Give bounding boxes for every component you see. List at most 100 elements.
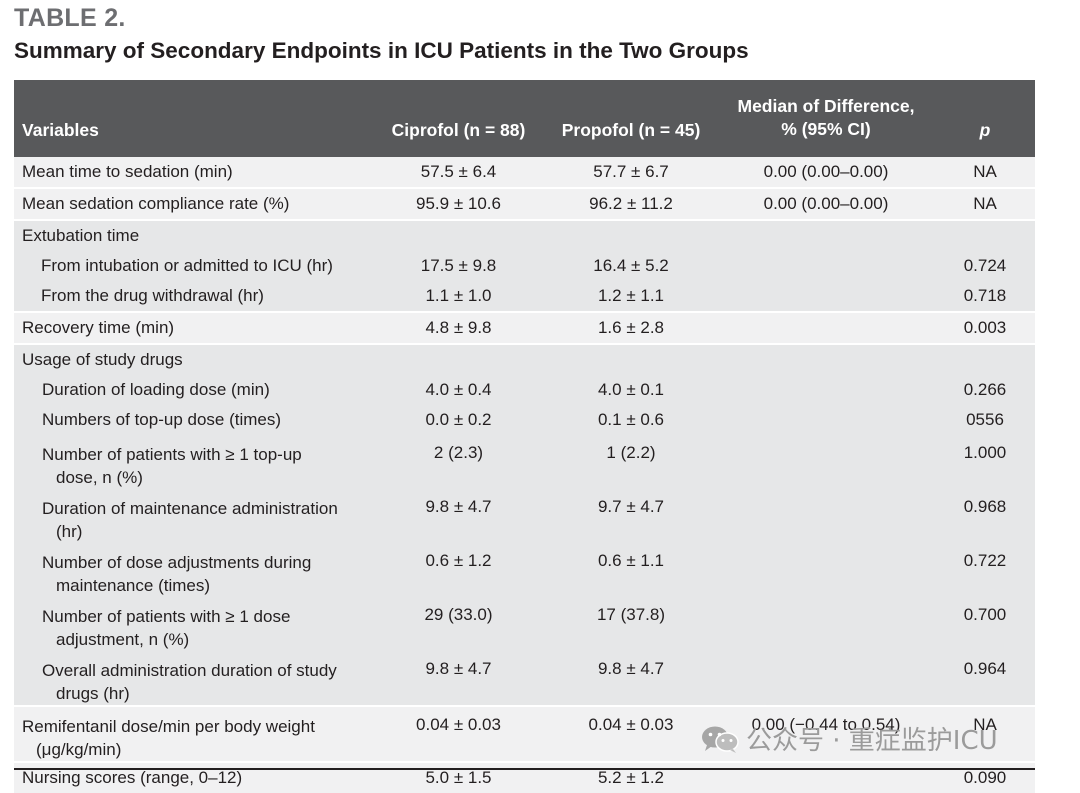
table-label: TABLE 2. bbox=[14, 4, 126, 32]
cell-ciprofol: 4.0 ± 0.4 bbox=[372, 375, 545, 405]
table-row: Overall administration duration of study… bbox=[14, 651, 1035, 706]
table-title: Summary of Secondary Endpoints in ICU Pa… bbox=[14, 38, 749, 63]
table-row: Number of dose adjustments during mainte… bbox=[14, 543, 1035, 597]
cell-difference bbox=[717, 405, 935, 435]
row-label: Mean sedation compliance rate (%) bbox=[14, 187, 372, 220]
cell-p: NA bbox=[935, 705, 1035, 762]
cell-difference bbox=[717, 311, 935, 344]
table-row: From intubation or admitted to ICU (hr) … bbox=[14, 251, 1035, 281]
row-label: Usage of study drugs bbox=[14, 343, 372, 375]
header-variables: Variables bbox=[14, 80, 372, 157]
row-label-line2: drugs (hr) bbox=[56, 684, 130, 703]
cell-difference: 0.00 (−0.44 to 0.54) bbox=[717, 705, 935, 762]
cell-propofol: 0.1 ± 0.6 bbox=[545, 405, 717, 435]
cell-p: 0.724 bbox=[935, 251, 1035, 281]
row-label-line1: Number of dose adjustments during bbox=[42, 553, 312, 572]
cell-p: NA bbox=[935, 157, 1035, 188]
cell-difference bbox=[717, 375, 935, 405]
header-p: p bbox=[935, 80, 1035, 157]
endpoints-table-wrapper: Variables Ciprofol (n = 88) Propofol (n … bbox=[14, 80, 1035, 793]
cell-difference: 0.00 (0.00–0.00) bbox=[717, 187, 935, 220]
watermark: 公众号 · 重症监护ICU bbox=[700, 720, 998, 757]
cell-difference bbox=[717, 489, 935, 543]
cell-propofol: 9.7 ± 4.7 bbox=[545, 489, 717, 543]
cell-ciprofol: 4.8 ± 9.8 bbox=[372, 311, 545, 344]
cell-p: 0.003 bbox=[935, 311, 1035, 344]
cell-propofol: 0.04 ± 0.03 bbox=[545, 705, 717, 762]
cell-difference bbox=[717, 597, 935, 651]
table-row: Duration of maintenance administration (… bbox=[14, 489, 1035, 543]
table-row: Duration of loading dose (min) 4.0 ± 0.4… bbox=[14, 375, 1035, 405]
secondary-endpoints-table: Variables Ciprofol (n = 88) Propofol (n … bbox=[14, 80, 1035, 793]
wechat-icon bbox=[702, 726, 739, 753]
row-label: Overall administration duration of study… bbox=[14, 651, 372, 706]
row-label: Extubation time bbox=[14, 219, 372, 251]
cell-difference bbox=[717, 343, 935, 375]
cell-propofol: 1 (2.2) bbox=[545, 435, 717, 489]
row-label-line1: Overall administration duration of study bbox=[42, 661, 337, 680]
cell-propofol: 16.4 ± 5.2 bbox=[545, 251, 717, 281]
row-label-line1: Number of patients with ≥ 1 top-up bbox=[42, 445, 302, 464]
cell-p: 0.964 bbox=[935, 651, 1035, 706]
cell-ciprofol: 9.8 ± 4.7 bbox=[372, 651, 545, 706]
cell-difference: 0.00 (0.00–0.00) bbox=[717, 157, 935, 188]
cell-propofol: 0.6 ± 1.1 bbox=[545, 543, 717, 597]
cell-propofol: 4.0 ± 0.1 bbox=[545, 375, 717, 405]
cell-propofol: 96.2 ± 11.2 bbox=[545, 187, 717, 220]
cell-p: NA bbox=[935, 187, 1035, 220]
cell-ciprofol: 0.04 ± 0.03 bbox=[372, 705, 545, 762]
cell-p: 0.266 bbox=[935, 375, 1035, 405]
row-label: Mean time to sedation (min) bbox=[14, 157, 372, 188]
header-median-difference: Median of Difference, % (95% CI) bbox=[717, 80, 935, 157]
table-header: Variables Ciprofol (n = 88) Propofol (n … bbox=[14, 80, 1035, 157]
cell-propofol: 9.8 ± 4.7 bbox=[545, 651, 717, 706]
row-label: Number of patients with ≥ 1 top-up dose,… bbox=[14, 435, 372, 489]
cell-ciprofol: 95.9 ± 10.6 bbox=[372, 187, 545, 220]
cell-difference bbox=[717, 651, 935, 706]
row-label-line2: (hr) bbox=[56, 522, 83, 541]
cell-ciprofol: 1.1 ± 1.0 bbox=[372, 281, 545, 312]
header-diff-line2: % (95% CI) bbox=[781, 119, 871, 139]
cell-p: 1.000 bbox=[935, 435, 1035, 489]
cell-propofol: 17 (37.8) bbox=[545, 597, 717, 651]
cell-p bbox=[935, 343, 1035, 375]
cell-ciprofol: 2 (2.3) bbox=[372, 435, 545, 489]
header-row: Variables Ciprofol (n = 88) Propofol (n … bbox=[14, 80, 1035, 157]
row-label-line1: Duration of maintenance administration bbox=[42, 499, 338, 518]
cell-ciprofol: 0.6 ± 1.2 bbox=[372, 543, 545, 597]
table-row: Numbers of top-up dose (times) 0.0 ± 0.2… bbox=[14, 405, 1035, 435]
table-row: Mean time to sedation (min) 57.5 ± 6.4 5… bbox=[14, 157, 1035, 188]
row-label: Number of dose adjustments during mainte… bbox=[14, 543, 372, 597]
table-row: From the drug withdrawal (hr) 1.1 ± 1.0 … bbox=[14, 281, 1035, 312]
cell-ciprofol: 0.0 ± 0.2 bbox=[372, 405, 545, 435]
table-row: Mean sedation compliance rate (%) 95.9 ±… bbox=[14, 187, 1035, 220]
header-diff-line1: Median of Difference, bbox=[737, 96, 915, 116]
row-label-line1: Number of patients with ≥ 1 dose bbox=[42, 607, 291, 626]
cell-difference bbox=[717, 219, 935, 251]
cell-ciprofol: 57.5 ± 6.4 bbox=[372, 157, 545, 188]
watermark-text: 公众号 · 重症监护ICU bbox=[746, 726, 998, 756]
cell-p: 0.722 bbox=[935, 543, 1035, 597]
cell-propofol: 1.2 ± 1.1 bbox=[545, 281, 717, 312]
row-label-line2: (μg/kg/min) bbox=[36, 740, 122, 759]
cell-ciprofol: 17.5 ± 9.8 bbox=[372, 251, 545, 281]
row-label: Duration of loading dose (min) bbox=[14, 375, 372, 405]
cell-difference bbox=[717, 543, 935, 597]
row-label: Number of patients with ≥ 1 dose adjustm… bbox=[14, 597, 372, 651]
row-label: Duration of maintenance administration (… bbox=[14, 489, 372, 543]
table-row: Number of patients with ≥ 1 top-up dose,… bbox=[14, 435, 1035, 489]
cell-propofol bbox=[545, 219, 717, 251]
row-label: Recovery time (min) bbox=[14, 311, 372, 344]
row-label: From intubation or admitted to ICU (hr) bbox=[14, 251, 372, 281]
row-label-line2: maintenance (times) bbox=[56, 576, 211, 595]
row-label: From the drug withdrawal (hr) bbox=[14, 281, 372, 312]
table-body: Mean time to sedation (min) 57.5 ± 6.4 5… bbox=[14, 157, 1035, 793]
row-label-line2: adjustment, n (%) bbox=[56, 630, 190, 649]
cell-p bbox=[935, 219, 1035, 251]
row-label-line2: dose, n (%) bbox=[56, 468, 143, 487]
cell-p: 0.700 bbox=[935, 597, 1035, 651]
table-row: Number of patients with ≥ 1 dose adjustm… bbox=[14, 597, 1035, 651]
cell-difference bbox=[717, 435, 935, 489]
cell-p: 0.968 bbox=[935, 489, 1035, 543]
row-label: Numbers of top-up dose (times) bbox=[14, 405, 372, 435]
